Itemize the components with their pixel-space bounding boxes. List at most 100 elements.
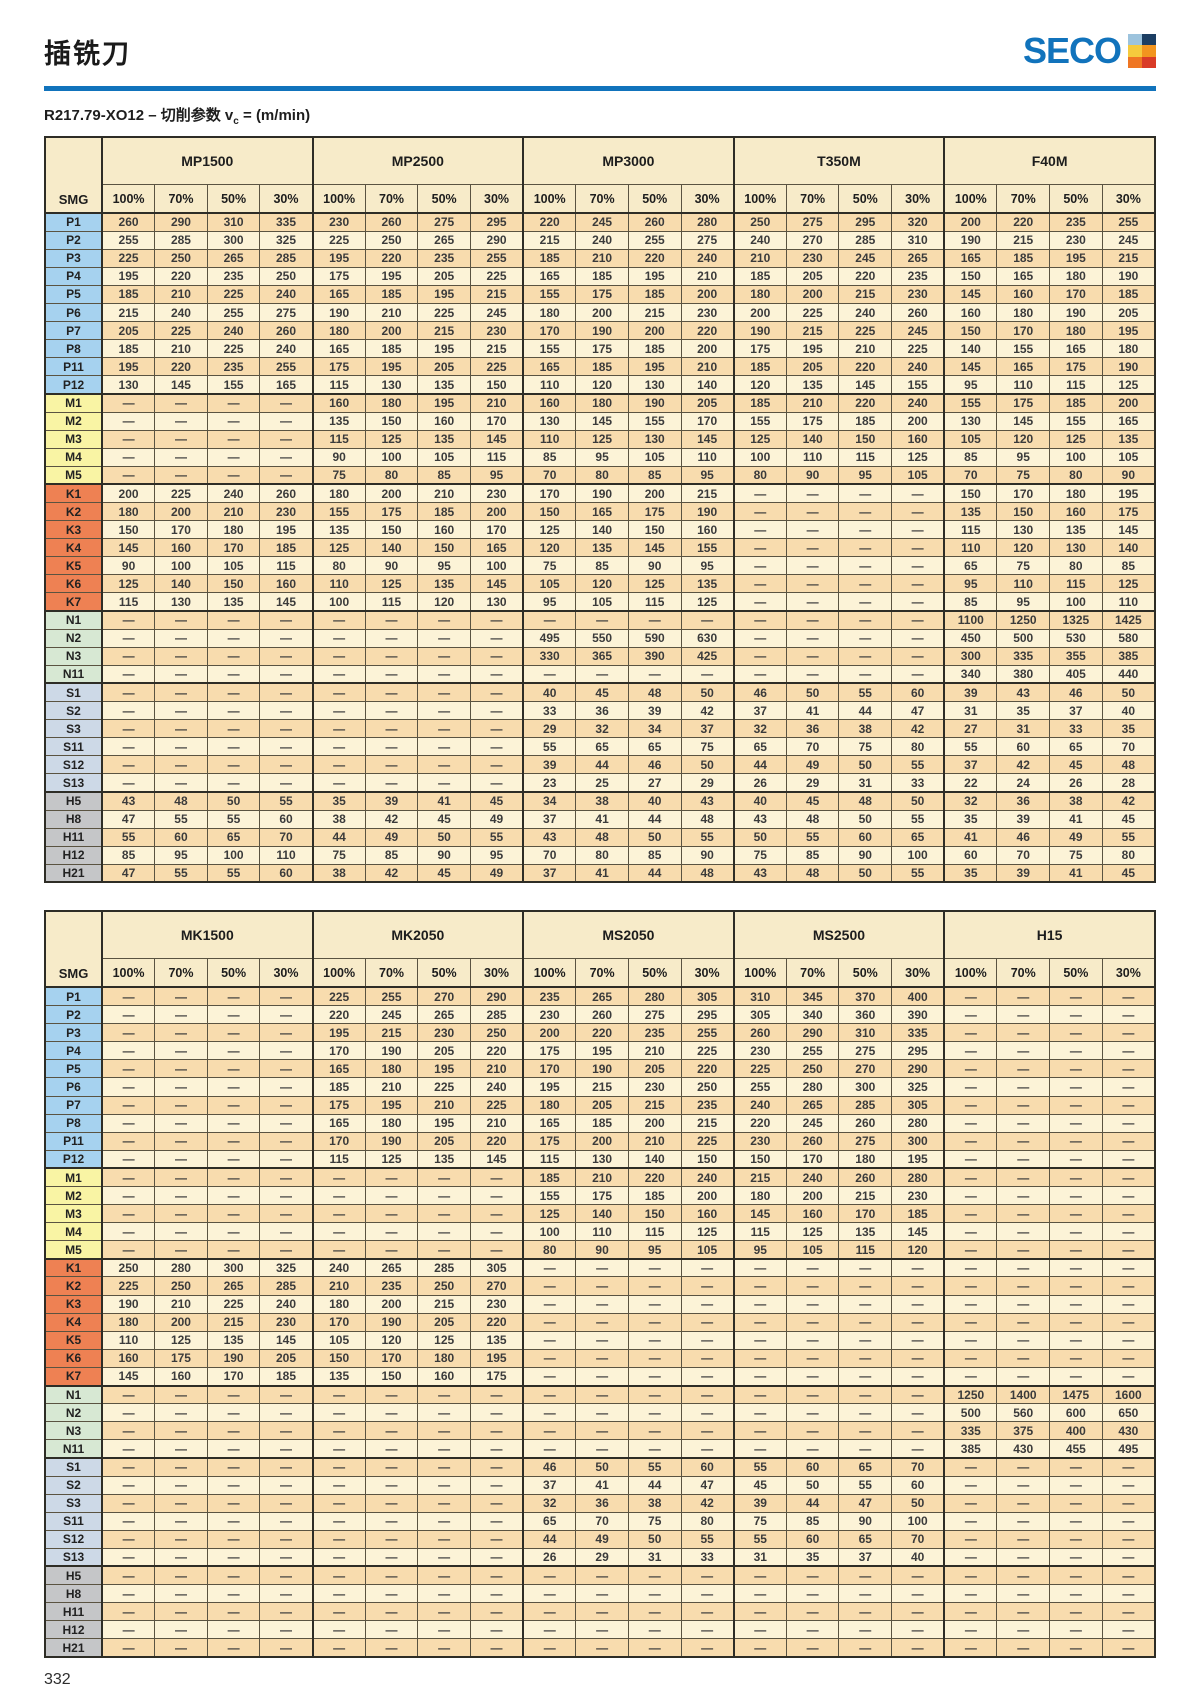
row-label: M2 [44, 411, 103, 431]
value-cell: 155 [522, 1185, 577, 1206]
value-cell: 200 [469, 501, 524, 522]
value-cell: 225 [101, 248, 156, 268]
value-cell: — [101, 1385, 156, 1405]
value-cell: 80 [1049, 465, 1103, 486]
value-cell: — [838, 1330, 893, 1350]
value-cell: 345 [785, 986, 840, 1007]
value-cell: 230 [680, 302, 735, 323]
value-cell: 270 [838, 1059, 893, 1079]
value-cell: 170 [785, 1149, 840, 1170]
value-cell: 36 [575, 1493, 629, 1513]
value-cell: — [996, 1240, 1051, 1260]
value-cell: 80 [311, 556, 366, 576]
value-cell: — [1049, 1475, 1103, 1495]
value-cell: — [838, 646, 893, 666]
value-cell: — [943, 1602, 998, 1622]
value-cell: — [154, 773, 208, 794]
row-label: P11 [44, 1131, 103, 1151]
value-cell: 55 [154, 809, 208, 829]
value-cell: — [311, 664, 366, 685]
value-cell: — [838, 1294, 893, 1314]
value-cell: — [259, 1584, 314, 1604]
row-label: H12 [44, 845, 103, 865]
grade-header: MP2500 [311, 136, 524, 185]
value-cell: 200 [154, 501, 208, 522]
value-cell: 175 [522, 1041, 577, 1061]
value-cell: 210 [311, 1276, 366, 1296]
value-cell: 25 [575, 773, 629, 794]
value-cell: — [996, 1077, 1051, 1097]
value-cell: 220 [680, 1059, 735, 1079]
value-cell: — [732, 483, 787, 504]
value-cell: 150 [417, 538, 471, 558]
value-cell: — [417, 755, 471, 775]
value-cell: — [785, 1439, 840, 1459]
value-cell: 135 [206, 1330, 261, 1350]
row-label: K5 [44, 556, 103, 576]
value-cell: — [154, 1149, 208, 1170]
value-cell: 215 [1101, 248, 1156, 268]
value-cell: 75 [1049, 845, 1103, 865]
value-cell: — [575, 1421, 629, 1441]
value-cell: — [680, 1330, 735, 1350]
row-label: P7 [44, 1095, 103, 1115]
value-cell: 245 [469, 302, 524, 323]
value-cell: 85 [522, 447, 577, 467]
table-row: M2— — — —135 150 160 170 130 145 155 170 155 175 185 2… [44, 411, 1156, 431]
value-cell: 200 [627, 321, 682, 341]
value-cell: 250 [417, 1276, 471, 1296]
value-cell: 135 [311, 411, 366, 431]
table-row: S13— — — — — — — —23 25 27 29 26 29 31 33 22 24 26 28 [44, 773, 1156, 794]
value-cell: 295 [891, 1041, 945, 1061]
table-row: H12 85 95 100 110 75 85 90 95 70 80 85 90 75 85 90 100 60… [44, 845, 1156, 865]
value-cell: 305 [732, 1005, 787, 1025]
value-cell: 48 [1101, 755, 1156, 775]
value-cell: 150 [943, 266, 998, 286]
value-cell: 380 [996, 664, 1051, 685]
value-cell: 650 [1101, 1403, 1156, 1423]
value-cell: — [154, 1493, 208, 1513]
value-cell: 235 [364, 1276, 419, 1296]
percent-header: 100% [311, 184, 366, 214]
value-cell: — [891, 501, 945, 522]
value-cell: — [522, 1348, 577, 1368]
value-cell: — [996, 1041, 1051, 1061]
value-cell: 190 [575, 483, 629, 504]
value-cell: — [943, 1041, 998, 1061]
value-cell: 165 [522, 357, 577, 377]
value-cell: 90 [364, 556, 419, 576]
value-cell: — [206, 1457, 261, 1477]
value-cell: 120 [996, 538, 1051, 558]
value-cell: 375 [996, 1421, 1051, 1441]
value-cell: 49 [469, 809, 524, 829]
value-cell: — [522, 1584, 577, 1604]
value-cell: 32 [575, 719, 629, 739]
value-cell: 235 [891, 266, 945, 286]
table-row: S3— — — — — — — —32 36 38 42 39 44 47 50— — — — [44, 1493, 1156, 1513]
value-cell: — [732, 1330, 787, 1350]
value-cell: 215 [417, 321, 471, 341]
value-cell: — [522, 1638, 577, 1658]
value-cell: 55 [785, 827, 840, 847]
table-row: H11— — — — — — — — — — — — — — — — — — — — [44, 1602, 1156, 1622]
value-cell: — [1101, 1457, 1156, 1477]
value-cell: 285 [154, 230, 208, 250]
value-cell: 365 [575, 646, 629, 666]
value-cell: — [206, 1131, 261, 1151]
value-cell: — [154, 1529, 208, 1549]
table-row: K6 160 175 190 205 150 170 180 195— — — — — — — — — — — — [44, 1348, 1156, 1368]
logo-square [1128, 56, 1142, 69]
row-label: P8 [44, 339, 103, 359]
value-cell: 210 [627, 1041, 682, 1061]
value-cell: — [311, 1620, 366, 1640]
value-cell: — [154, 1385, 208, 1405]
value-cell: — [364, 1240, 419, 1260]
value-cell: 55 [1101, 827, 1156, 847]
value-cell: — [101, 1167, 156, 1188]
value-cell: — [996, 1366, 1051, 1387]
value-cell: 120 [575, 375, 629, 395]
value-cell: 430 [996, 1439, 1051, 1459]
value-cell: — [785, 520, 840, 540]
table-row: S12— — — — — — — —44 49 50 55 55 60 65 70— — — — [44, 1529, 1156, 1549]
value-cell: 195 [627, 266, 682, 286]
